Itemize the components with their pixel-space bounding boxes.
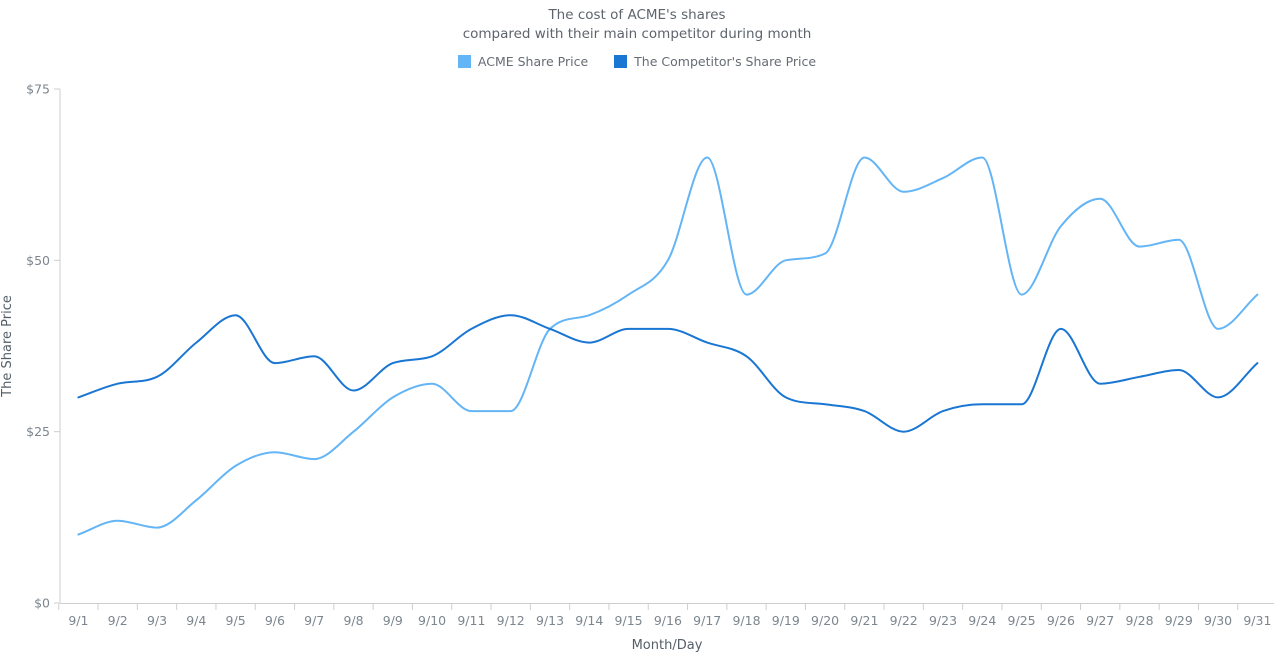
x-tick-label: 9/25: [1008, 613, 1036, 628]
x-tick-label: 9/20: [811, 613, 839, 628]
x-tick-label: 9/29: [1165, 613, 1193, 628]
x-tick-label: 9/23: [929, 613, 957, 628]
y-tick-label: $0: [34, 596, 50, 611]
x-tick-label: 9/22: [890, 613, 918, 628]
x-axis-title: Month/Day: [632, 638, 703, 653]
legend-swatch-acme-icon: [457, 55, 471, 68]
x-tick-label: 9/21: [850, 613, 878, 628]
x-tick-label: 9/18: [732, 613, 760, 628]
x-tick-label: 9/28: [1125, 613, 1153, 628]
x-tick-label: 9/13: [536, 613, 564, 628]
x-tick-label: 9/14: [575, 613, 603, 628]
x-tick-label: 9/15: [615, 613, 643, 628]
legend-item-competitor[interactable]: The Competitor's Share Price: [614, 54, 816, 69]
x-tick-label: 9/30: [1204, 613, 1232, 628]
legend-label-competitor: The Competitor's Share Price: [634, 54, 817, 69]
x-tick-label: 9/10: [418, 613, 446, 628]
x-tick-label: 9/4: [186, 613, 206, 628]
chart-title-line1: The cost of ACME's shares: [548, 7, 726, 23]
x-tick-label: 9/24: [968, 613, 996, 628]
x-tick-label: 9/7: [304, 613, 324, 628]
x-tick-label: 9/1: [68, 613, 88, 628]
chart-title: The cost of ACME's shares compared with …: [0, 6, 1274, 43]
legend-label-acme: ACME Share Price: [477, 54, 589, 69]
acme-share-price-line[interactable]: [77, 156, 1259, 536]
x-tick-label: 9/5: [226, 613, 246, 628]
y-tick-label: $75: [26, 82, 50, 97]
x-tick-label: 9/3: [147, 613, 167, 628]
x-tick-label: 9/16: [654, 613, 682, 628]
y-tick-label: $25: [26, 424, 50, 439]
x-tick-label: 9/27: [1086, 613, 1114, 628]
y-tick-label: $50: [26, 253, 50, 268]
chart-title-line2: compared with their main competitor duri…: [462, 25, 812, 42]
x-tick-label: 9/11: [457, 613, 485, 628]
y-axis-title: The Share Price: [0, 295, 15, 398]
x-tick-label: 9/12: [497, 613, 525, 628]
legend-swatch-competitor-icon: [614, 55, 628, 68]
x-tick-label: 9/19: [772, 613, 800, 628]
x-tick-label: 9/6: [265, 613, 285, 628]
legend-item-acme[interactable]: ACME Share Price: [457, 54, 589, 69]
x-tick-label: 9/17: [693, 613, 721, 628]
legend: ACME Share Price The Competitor's Share …: [0, 54, 1274, 69]
x-tick-label: 9/31: [1243, 613, 1271, 628]
competitor-share-price-line[interactable]: [77, 314, 1259, 433]
x-tick-label: 9/9: [383, 613, 403, 628]
x-tick-label: 9/26: [1047, 613, 1075, 628]
x-tick-label: 9/2: [108, 613, 128, 628]
x-tick-label: 9/8: [343, 613, 363, 628]
